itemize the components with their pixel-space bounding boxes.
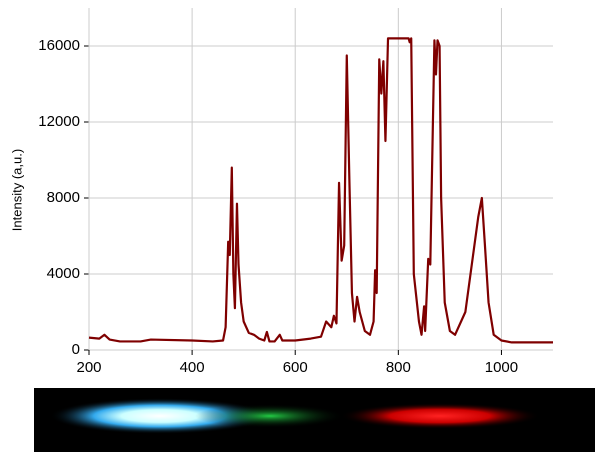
x-tick-label: 400 — [180, 359, 205, 376]
spectrum-line — [88, 37, 553, 344]
y-tick-label: 16000 — [38, 37, 80, 54]
y-tick-label: 12000 — [38, 113, 80, 130]
spectrum-photo — [34, 388, 595, 452]
y-tick-label: 4000 — [47, 265, 80, 282]
x-tick-label: 200 — [76, 359, 101, 376]
x-tick-label: 1000 — [485, 359, 518, 376]
y-axis-label: Intensity (a,u.) — [9, 149, 24, 231]
x-tick-label: 600 — [283, 359, 308, 376]
x-tick-label: 800 — [386, 359, 411, 376]
y-tick-label: 8000 — [47, 189, 80, 206]
y-tick-label: 0 — [72, 341, 80, 358]
